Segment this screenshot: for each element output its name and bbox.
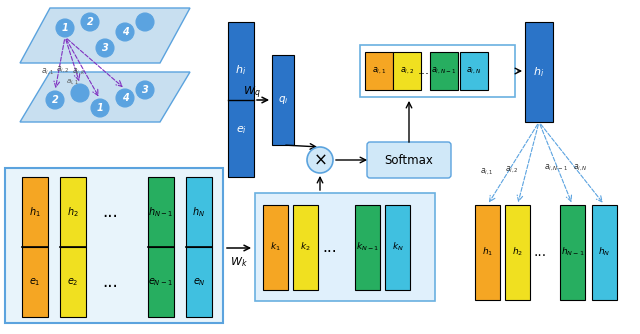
Text: $h_1$: $h_1$ xyxy=(29,205,41,219)
Text: $k_{N-1}$: $k_{N-1}$ xyxy=(356,241,379,253)
Text: $a_{i,2}$: $a_{i,2}$ xyxy=(400,66,414,76)
Text: 2: 2 xyxy=(52,95,58,105)
Polygon shape xyxy=(20,8,190,63)
Text: $e_{N-1}$: $e_{N-1}$ xyxy=(148,276,173,288)
Text: $a_{i,N}$: $a_{i,N}$ xyxy=(467,66,482,76)
Text: $h_{N-1}$: $h_{N-1}$ xyxy=(148,205,173,219)
Bar xyxy=(22,247,48,317)
Bar xyxy=(228,22,254,177)
Text: $a_{i,1}$: $a_{i,1}$ xyxy=(480,167,494,177)
Text: 1: 1 xyxy=(61,23,68,33)
Text: ...: ... xyxy=(102,203,118,221)
Circle shape xyxy=(116,89,134,107)
Circle shape xyxy=(91,99,109,117)
Text: $k_N$: $k_N$ xyxy=(392,241,403,253)
Text: $a_{i,1}$: $a_{i,1}$ xyxy=(41,67,55,77)
Bar xyxy=(560,205,585,300)
Text: ...: ... xyxy=(323,239,337,255)
Circle shape xyxy=(56,19,74,37)
Bar xyxy=(525,22,553,122)
Bar xyxy=(592,205,617,300)
Bar xyxy=(505,205,530,300)
Text: ...: ... xyxy=(418,64,430,77)
Text: $\times$: $\times$ xyxy=(313,151,327,169)
Circle shape xyxy=(46,91,64,109)
Text: $e_i$: $e_i$ xyxy=(236,124,246,136)
Bar xyxy=(393,52,421,90)
Bar xyxy=(5,168,223,323)
Text: ...: ... xyxy=(102,273,118,291)
Text: $a_{i,1}$: $a_{i,1}$ xyxy=(372,66,386,76)
Text: $h_2$: $h_2$ xyxy=(67,205,79,219)
Text: $q_i$: $q_i$ xyxy=(278,94,288,106)
Text: $W_k$: $W_k$ xyxy=(230,255,248,269)
Text: $a_{i,N-1}$: $a_{i,N-1}$ xyxy=(431,66,457,76)
Text: $a_{i,2}$: $a_{i,2}$ xyxy=(505,165,519,175)
Circle shape xyxy=(81,13,99,31)
Text: 3: 3 xyxy=(141,85,148,95)
Text: $W_q$: $W_q$ xyxy=(243,85,261,101)
Text: $a_{i,N}$: $a_{i,N}$ xyxy=(573,163,588,173)
Bar xyxy=(263,205,288,290)
Text: Softmax: Softmax xyxy=(385,154,433,167)
Text: $h_1$: $h_1$ xyxy=(482,246,493,258)
Text: $h_{N-1}$: $h_{N-1}$ xyxy=(561,246,584,258)
Text: $h_N$: $h_N$ xyxy=(193,205,205,219)
Bar xyxy=(293,205,318,290)
Bar xyxy=(460,52,488,90)
Bar xyxy=(385,205,410,290)
Bar xyxy=(186,247,212,317)
Text: $k_1$: $k_1$ xyxy=(270,241,281,253)
Circle shape xyxy=(96,39,114,57)
Text: $e_2$: $e_2$ xyxy=(67,276,79,288)
Text: $e_1$: $e_1$ xyxy=(29,276,41,288)
Bar xyxy=(22,177,48,247)
Bar xyxy=(186,177,212,247)
Text: $a_{i,N-1}$: $a_{i,N-1}$ xyxy=(544,163,568,173)
Text: 1: 1 xyxy=(97,103,104,113)
Text: $a_{i,k}$: $a_{i,k}$ xyxy=(72,67,86,77)
Bar xyxy=(475,205,500,300)
Bar xyxy=(430,52,458,90)
Circle shape xyxy=(307,147,333,173)
Text: $k_2$: $k_2$ xyxy=(300,241,311,253)
Text: 4: 4 xyxy=(122,27,129,37)
Bar xyxy=(148,177,174,247)
Bar xyxy=(355,205,380,290)
Text: 3: 3 xyxy=(102,43,108,53)
Text: $h_i$: $h_i$ xyxy=(236,63,246,77)
Text: $a_{i,2}$: $a_{i,2}$ xyxy=(56,65,70,75)
Circle shape xyxy=(136,13,154,31)
Text: $e_N$: $e_N$ xyxy=(193,276,205,288)
Circle shape xyxy=(136,81,154,99)
Text: 2: 2 xyxy=(86,17,93,27)
Text: $h_2$: $h_2$ xyxy=(512,246,523,258)
Bar xyxy=(360,45,515,97)
Text: 4: 4 xyxy=(122,93,129,103)
FancyBboxPatch shape xyxy=(367,142,451,178)
Circle shape xyxy=(71,84,89,102)
Polygon shape xyxy=(20,72,190,122)
Text: ...: ... xyxy=(533,245,547,259)
Text: $h_i$: $h_i$ xyxy=(533,65,545,79)
Bar xyxy=(60,247,86,317)
Bar xyxy=(365,52,393,90)
Bar xyxy=(272,55,294,145)
Bar xyxy=(60,177,86,247)
Bar xyxy=(148,247,174,317)
Text: $a_{i,1}$: $a_{i,1}$ xyxy=(66,77,78,87)
Circle shape xyxy=(116,23,134,41)
Text: $h_N$: $h_N$ xyxy=(598,246,611,258)
Bar xyxy=(255,193,435,301)
